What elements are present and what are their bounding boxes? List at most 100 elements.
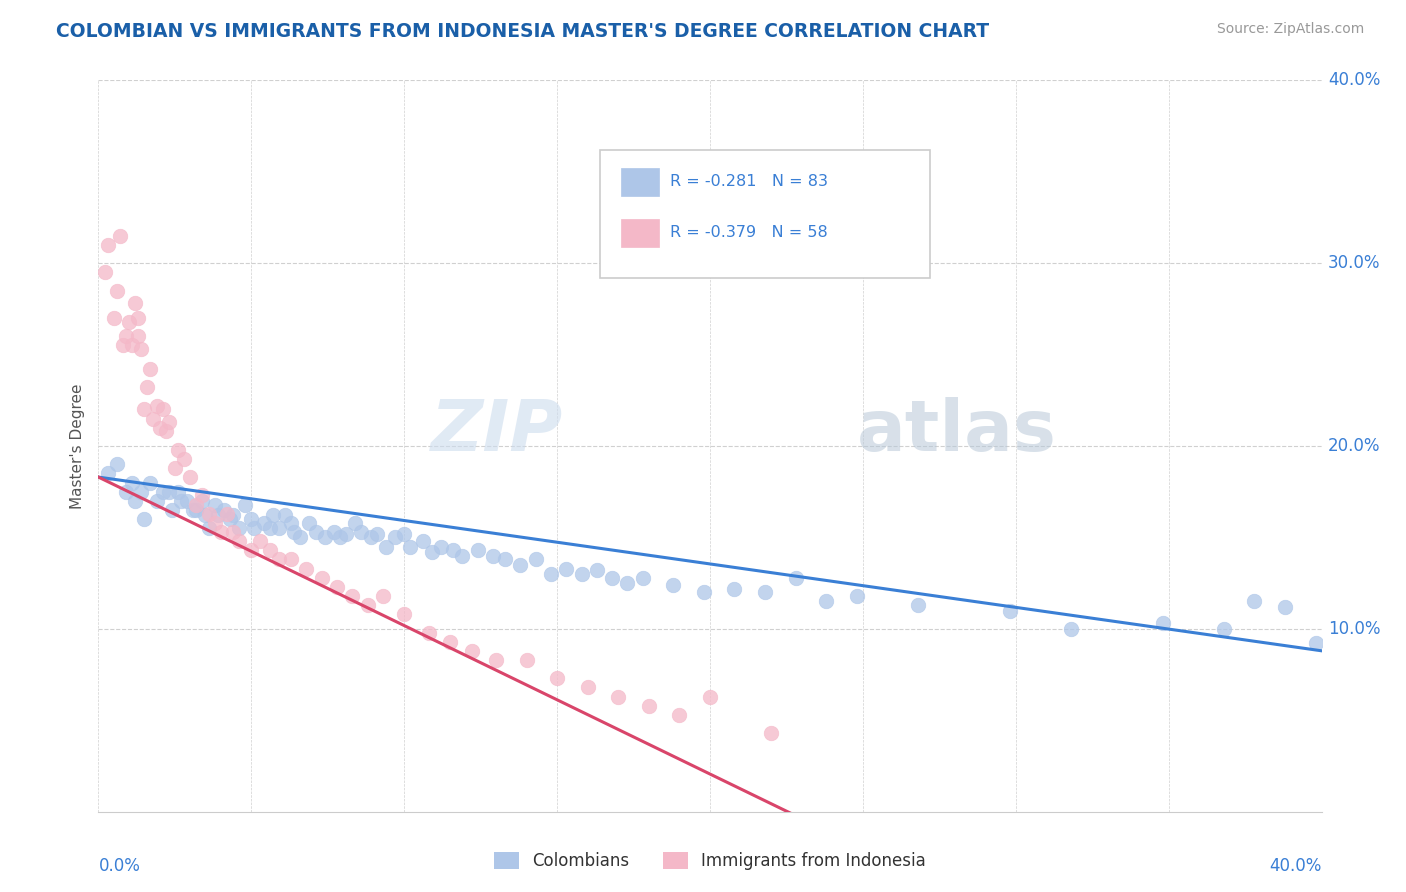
Point	[173, 451, 195, 466]
Point	[124, 493, 146, 508]
Point	[314, 530, 336, 544]
Point	[240, 543, 263, 558]
Point	[181, 503, 204, 517]
Point	[136, 380, 159, 394]
Point	[668, 707, 690, 722]
Point	[723, 582, 745, 596]
Point	[693, 585, 716, 599]
Point	[392, 526, 416, 541]
Legend: Colombians, Immigrants from Indonesia: Colombians, Immigrants from Indonesia	[488, 845, 932, 877]
Point	[576, 681, 599, 695]
Point	[219, 512, 242, 526]
Point	[103, 311, 125, 326]
Point	[167, 484, 190, 499]
Point	[139, 475, 162, 490]
Point	[280, 552, 302, 566]
Point	[209, 524, 232, 539]
Point	[907, 598, 929, 612]
Point	[127, 329, 149, 343]
Point	[121, 475, 143, 490]
Point	[392, 607, 416, 622]
Point	[555, 561, 578, 575]
Point	[356, 598, 378, 612]
Point	[160, 503, 183, 517]
Point	[785, 571, 807, 585]
Point	[399, 540, 422, 554]
Point	[179, 470, 201, 484]
Point	[243, 521, 266, 535]
Point	[637, 698, 661, 713]
Text: 0.0%: 0.0%	[98, 857, 141, 875]
Point	[311, 571, 333, 585]
Point	[759, 726, 782, 740]
Point	[152, 402, 174, 417]
Point	[439, 634, 461, 648]
Text: COLOMBIAN VS IMMIGRANTS FROM INDONESIA MASTER'S DEGREE CORRELATION CHART: COLOMBIAN VS IMMIGRANTS FROM INDONESIA M…	[56, 22, 990, 41]
Point	[467, 543, 489, 558]
Point	[1274, 599, 1296, 614]
Point	[149, 421, 172, 435]
Point	[494, 552, 516, 566]
Point	[115, 484, 138, 499]
Point	[105, 458, 128, 472]
Point	[259, 521, 281, 535]
Point	[233, 498, 256, 512]
Point	[197, 521, 219, 535]
Text: ZIP: ZIP	[432, 397, 564, 466]
Point	[509, 558, 531, 572]
Point	[516, 653, 538, 667]
Point	[145, 493, 167, 508]
Point	[121, 338, 143, 352]
Point	[129, 342, 152, 356]
Point	[374, 540, 396, 554]
Point	[350, 524, 373, 539]
Point	[295, 561, 318, 575]
Point	[322, 524, 344, 539]
Point	[451, 549, 474, 563]
Point	[191, 488, 214, 502]
Point	[371, 589, 394, 603]
Point	[139, 362, 162, 376]
Point	[631, 571, 654, 585]
Text: 10.0%: 10.0%	[1327, 620, 1381, 638]
Point	[845, 589, 868, 603]
Point	[186, 498, 208, 512]
Point	[540, 567, 562, 582]
Point	[412, 534, 434, 549]
Point	[344, 516, 367, 530]
Point	[215, 507, 238, 521]
Point	[699, 690, 721, 704]
Text: R = -0.379   N = 58: R = -0.379 N = 58	[669, 226, 827, 241]
Point	[191, 493, 214, 508]
Point	[998, 603, 1021, 617]
Point	[384, 530, 406, 544]
Point	[93, 265, 115, 279]
Point	[360, 530, 382, 544]
Point	[298, 516, 321, 530]
Point	[420, 545, 443, 559]
Text: Source: ZipAtlas.com: Source: ZipAtlas.com	[1216, 22, 1364, 37]
Point	[485, 653, 508, 667]
Point	[124, 296, 146, 310]
Point	[1152, 616, 1174, 631]
Point	[1305, 636, 1327, 650]
Point	[163, 461, 186, 475]
Point	[571, 567, 593, 582]
Point	[329, 530, 352, 544]
Point	[108, 228, 131, 243]
Point	[1212, 622, 1234, 636]
Point	[204, 516, 226, 530]
Point	[134, 402, 156, 417]
Point	[228, 534, 250, 549]
Text: 40.0%: 40.0%	[1327, 71, 1381, 89]
Point	[197, 507, 219, 521]
Point	[249, 534, 271, 549]
Point	[142, 411, 165, 425]
Text: 30.0%: 30.0%	[1327, 254, 1381, 272]
Point	[127, 311, 149, 326]
Text: R = -0.281   N = 83: R = -0.281 N = 83	[669, 174, 828, 189]
Point	[267, 552, 290, 566]
Point	[212, 503, 235, 517]
Point	[418, 625, 440, 640]
Point	[326, 580, 349, 594]
